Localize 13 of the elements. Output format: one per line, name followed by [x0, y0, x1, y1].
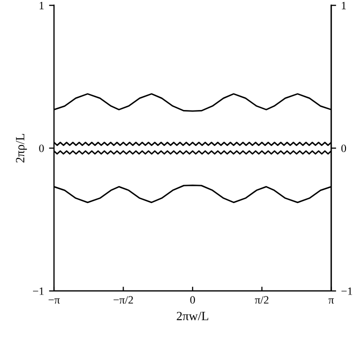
y-axis-title: 2πρ/L — [16, 134, 27, 163]
y2-tick-label: 1 — [342, 2, 346, 10]
x-tick-label: 0 — [190, 296, 195, 304]
x-tick-label: −π — [48, 298, 60, 304]
x-tick-label: π/2 — [254, 296, 268, 304]
y2-tick-label: −1 — [341, 287, 352, 295]
y-tick-label: 0 — [39, 144, 44, 152]
y-tick-label: −1 — [33, 287, 44, 295]
x-tick-label: −π/2 — [114, 296, 133, 304]
y-tick-label: 1 — [40, 2, 44, 10]
x-tick-label: π — [328, 298, 334, 304]
y2-tick-label: 0 — [341, 144, 346, 152]
x-axis-title: 2πw/L — [176, 312, 208, 320]
